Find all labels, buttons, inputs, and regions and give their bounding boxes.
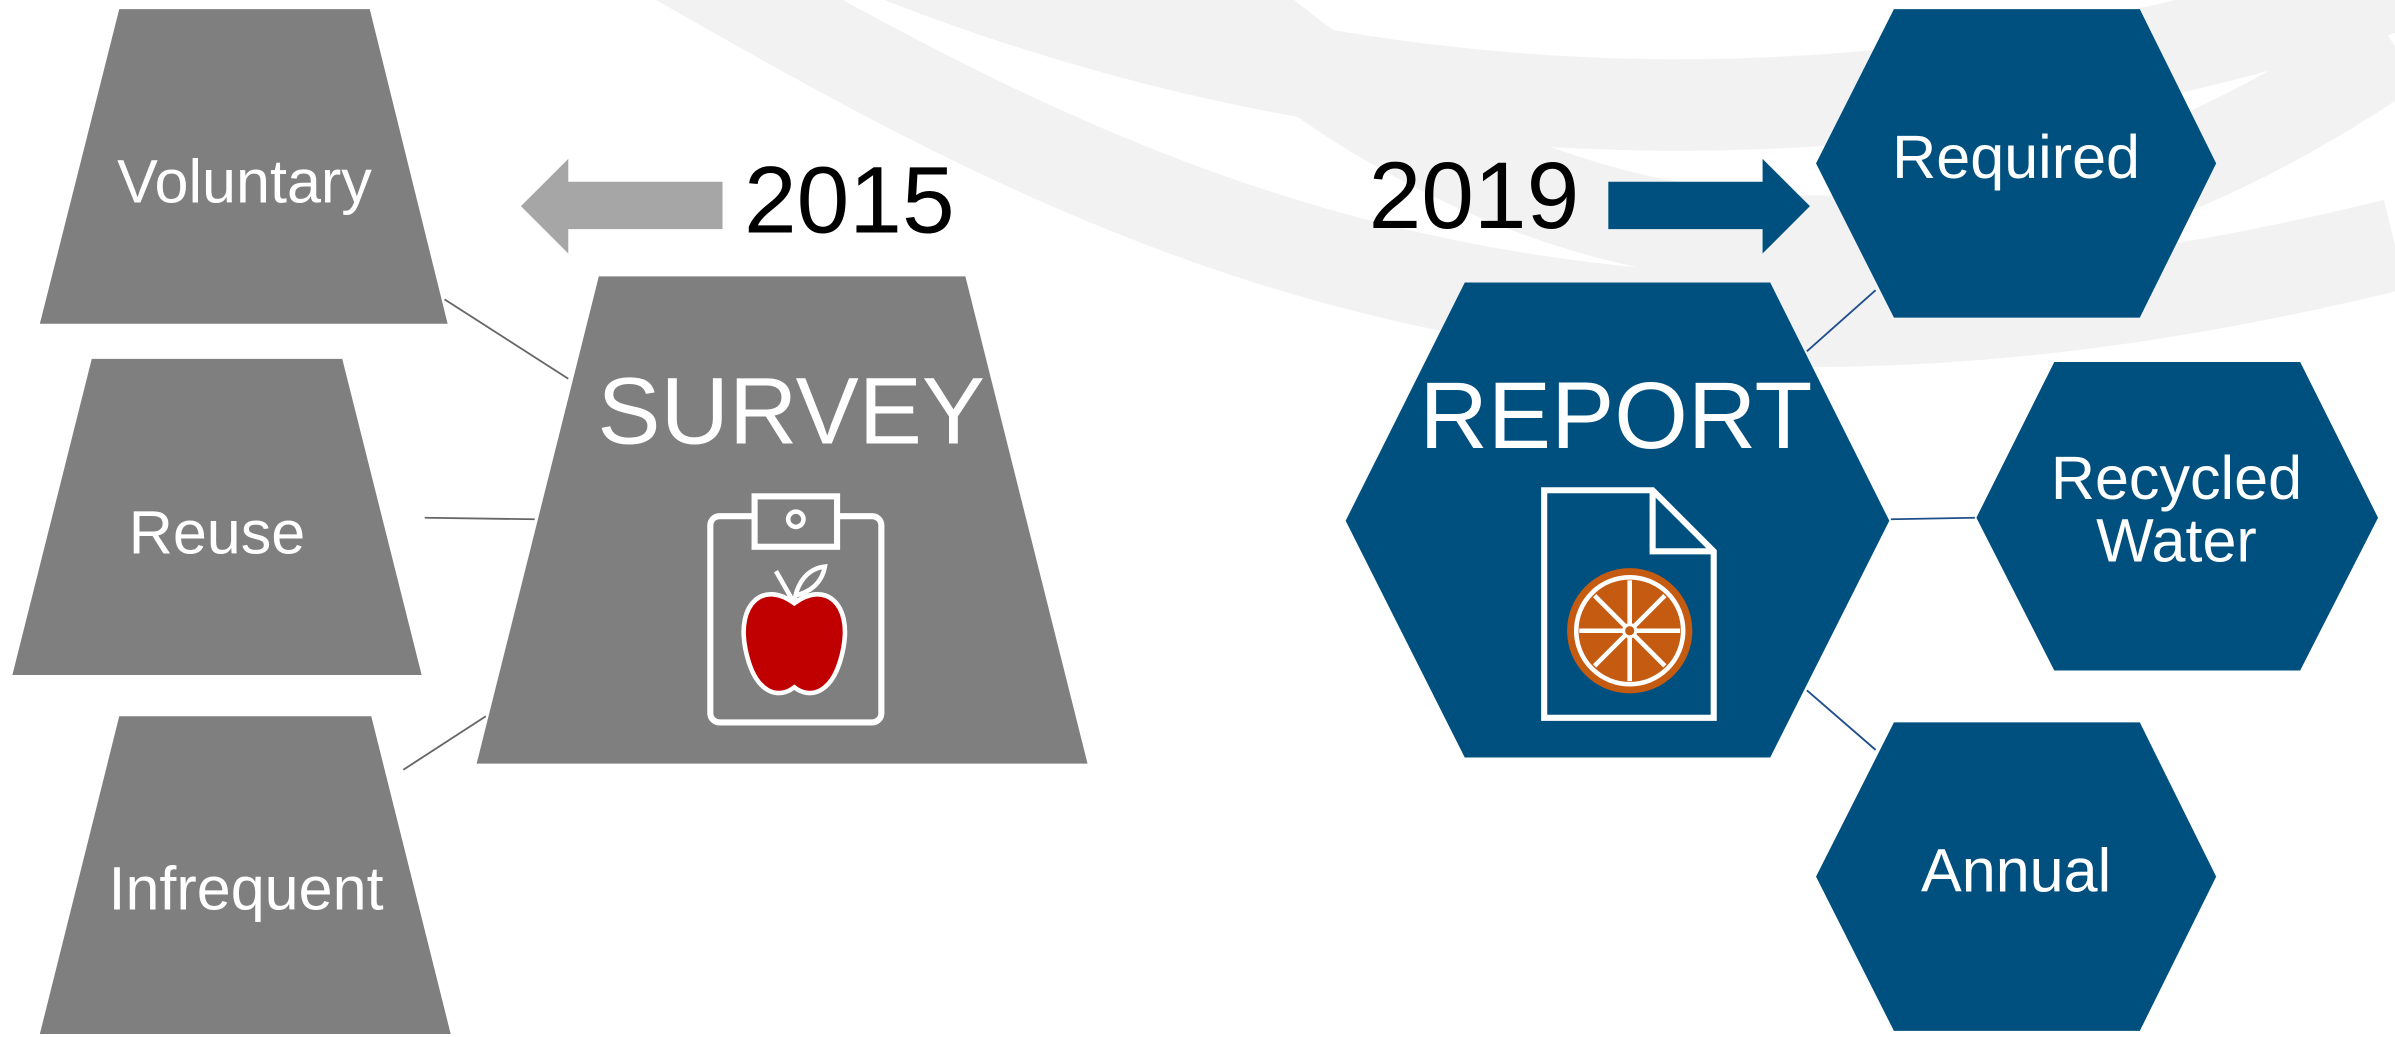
trait-label: Water [2096,506,2257,574]
survey-shapes [12,9,1088,1034]
arrow-right [1608,158,1810,254]
trait-label: Annual [1921,836,2111,904]
trait-label: Recycled [2051,444,2302,512]
year-label: 2019 [1369,143,1580,249]
trait-label: Voluntary [117,147,372,215]
report-shapes [1345,9,2379,1031]
clipboard-icon [707,493,885,726]
survey-title: SURVEY [597,358,985,464]
connectors-blue [1806,289,1975,751]
trait-label: Reuse [129,499,306,567]
trait-label: Infrequent [108,855,383,923]
report-title: REPORT [1420,363,1813,469]
year-label: 2015 [744,148,955,254]
trait-label: Required [1892,123,2140,191]
document-icon [1541,487,1717,721]
arrow-left [520,158,723,254]
connectors [402,298,569,771]
